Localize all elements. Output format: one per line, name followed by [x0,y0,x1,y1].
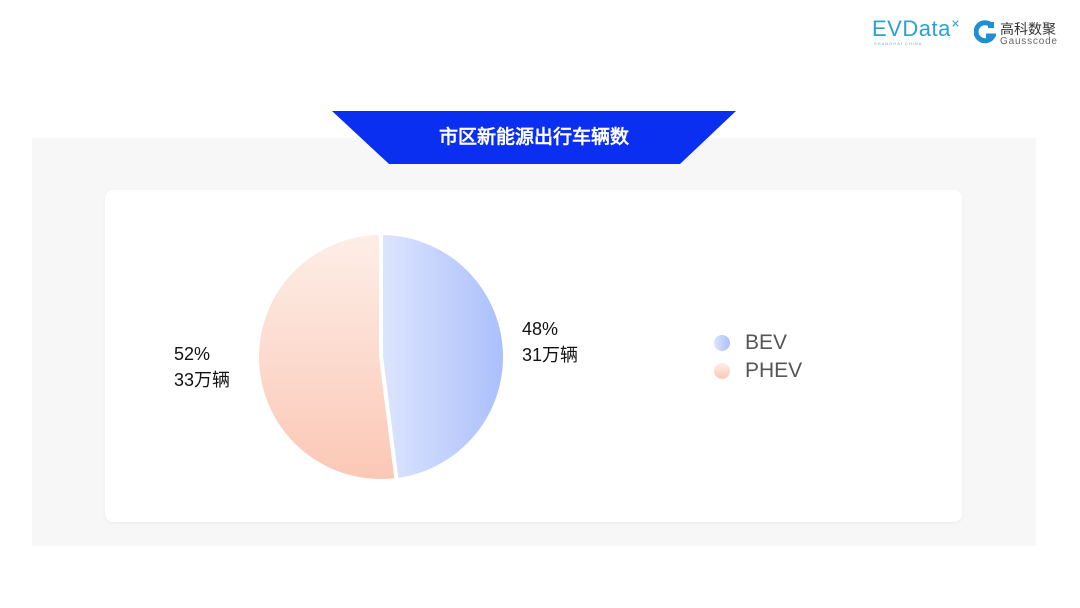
phev-value-label: 33万辆 [174,370,231,390]
evdata-logo-sub: SHANGHAI CHINA [874,41,923,46]
chart-card [105,190,962,522]
evdata-logo: EVData✕ [872,16,961,41]
bev-value-label: 31万辆 [522,345,579,365]
legend-swatch-bev [714,335,730,351]
chart-title: 市区新能源出行车辆数 [438,126,629,148]
gausscode-logo-en: Gausscode [1000,36,1058,47]
legend-item-bev: BEV [714,331,787,355]
phev-percent-label: 52% [174,344,211,364]
pie-slice-bev [379,231,507,483]
legend-swatch-phev [714,363,730,379]
legend-label-bev: BEV [745,331,788,354]
gausscode-logo-icon [974,20,996,44]
legend-item-phev: PHEV [714,359,802,383]
title-banner [332,111,736,164]
gausscode-logo-cn: 高科数聚 [1000,22,1056,38]
legend-label-phev: PHEV [745,359,803,382]
phev-data-label: 52% 33万辆 [174,341,230,393]
bev-data-label: 48% 31万辆 [522,316,578,368]
bev-percent-label: 48% [522,319,559,339]
pie-slice-phev [255,231,399,483]
